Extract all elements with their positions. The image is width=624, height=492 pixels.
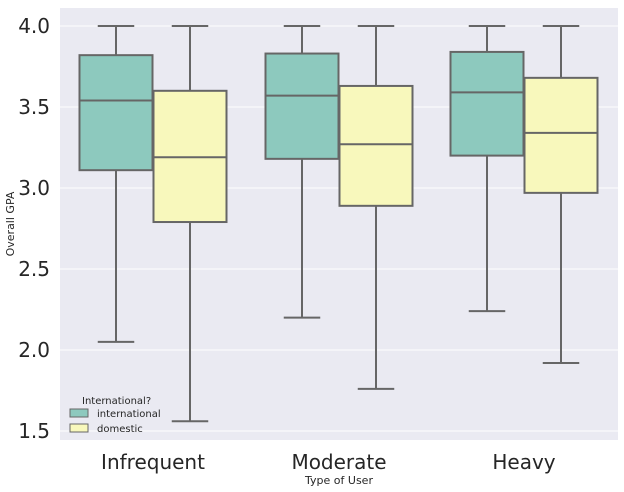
y-tick-label: 2.0 [18,338,50,362]
y-tick-labels: 1.5 2.0 2.5 3.0 3.5 4.0 [18,14,50,443]
y-tick-label: 1.5 [18,419,50,443]
y-axis-label: Overall GPA [4,191,17,256]
iqr-box [266,54,339,159]
legend-swatch [70,409,88,417]
legend-title: International? [82,396,151,407]
legend-swatch [70,424,88,432]
x-tick-labels: Infrequent Moderate Heavy [101,450,556,474]
iqr-box [525,78,598,193]
y-tick-label: 2.5 [18,257,50,281]
legend-entry: international [97,409,161,420]
legend-entry: domestic [97,424,143,435]
x-tick-label: Moderate [291,450,386,474]
iqr-box [80,55,153,170]
y-tick-label: 4.0 [18,14,50,38]
iqr-box [451,52,524,156]
iqr-box [340,86,413,206]
y-tick-label: 3.0 [18,176,50,200]
x-axis-label: Type of User [304,474,373,487]
y-tick-label: 3.5 [18,95,50,119]
x-tick-label: Infrequent [101,450,205,474]
x-tick-label: Heavy [492,450,555,474]
